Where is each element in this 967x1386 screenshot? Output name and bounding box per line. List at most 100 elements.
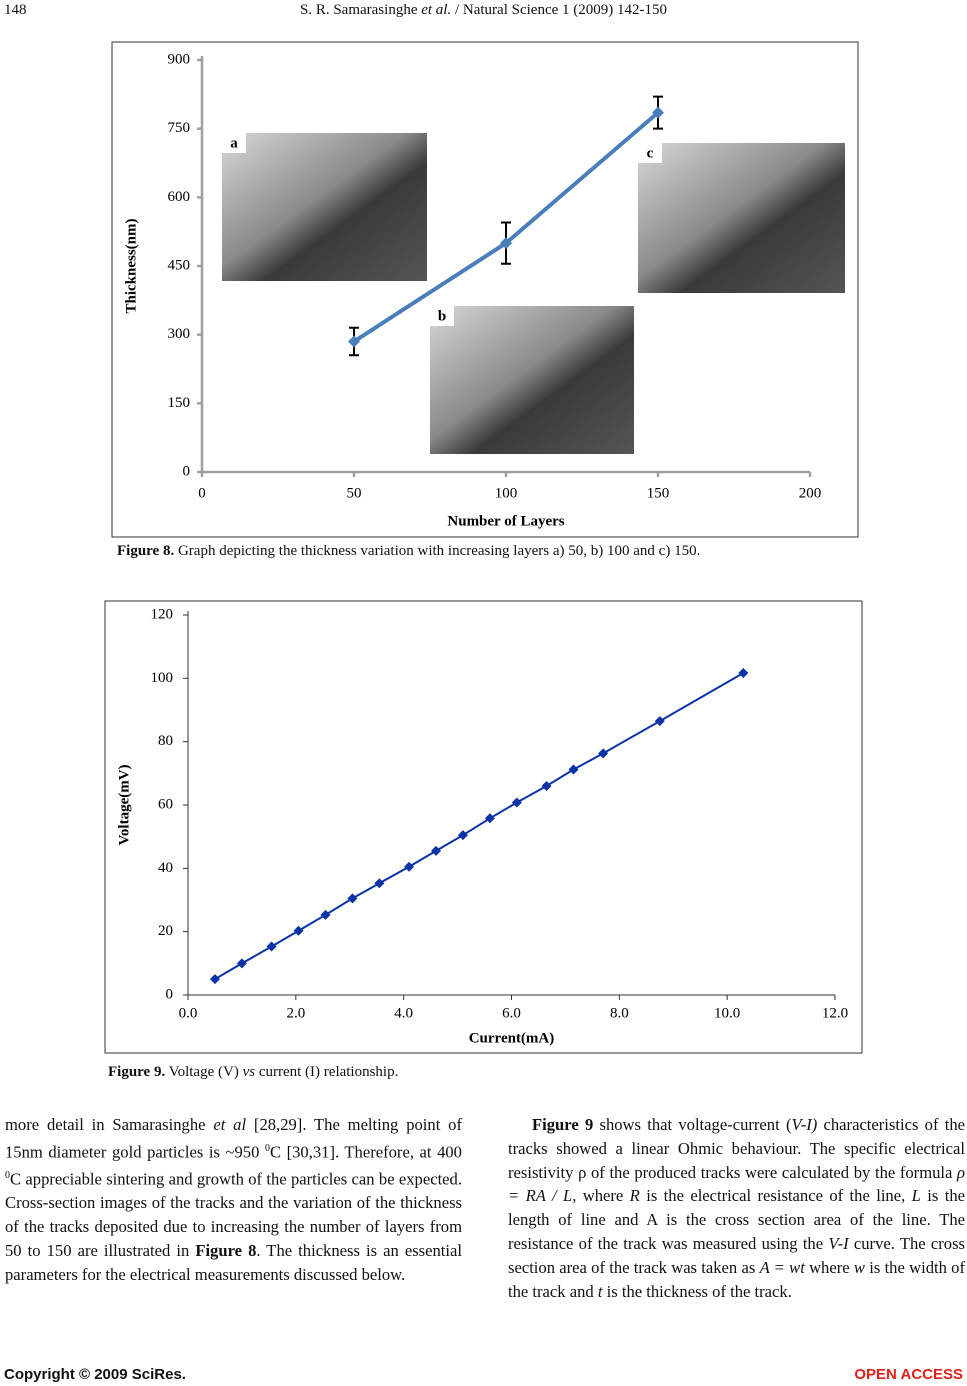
marker [511, 797, 522, 808]
text-run: vs [242, 1064, 256, 1080]
x-axis-label: Number of Layers [447, 513, 564, 529]
text-run: Figure 9. [108, 1064, 166, 1080]
y-axis-label: Thickness(nm) [123, 218, 139, 313]
sem-image [222, 133, 427, 281]
x-tick-label: 10.0 [714, 1005, 740, 1021]
marker [431, 845, 442, 856]
text-run: t [597, 1281, 603, 1301]
x-tick-label: 8.0 [610, 1005, 629, 1021]
text-run: 0 [264, 1142, 270, 1154]
marker [374, 878, 385, 889]
inset-label: c [647, 145, 654, 161]
caption: Figure 9. Voltage (V) vs current (I) rel… [108, 1064, 398, 1081]
y-tick-label: 150 [168, 395, 191, 411]
text-column: Figure 9 shows that voltage-current (V-I… [508, 1113, 965, 1303]
figure-8: 0 150 300 450 600 750 900 0 50 100 150 200 Number of… [111, 41, 859, 538]
figure-9: 0 20 40 60 80 100 120 0.0 2.0 4.0 6.0 8.0 10.0 12.0 Cu… [104, 600, 863, 1054]
y-tick-label: 300 [168, 326, 191, 342]
text-run: / Natural Science 1 (2009) 142-150 [451, 2, 668, 18]
text-run: S. R. Samarasinghe [299, 2, 422, 18]
inset-label-box [638, 143, 662, 163]
text-run: is the electrical resistance of the line… [639, 1186, 912, 1206]
text-run: shows that voltage-current ( [593, 1115, 792, 1134]
marker [598, 748, 609, 759]
inset-label-box [222, 133, 246, 153]
text-run: [28,29]. The melting point of 15nm diame… [5, 1115, 462, 1162]
sem-image [638, 143, 845, 293]
text-run: Figure 8 [195, 1241, 257, 1261]
x-tick-label: 200 [799, 485, 822, 501]
y-tick-label: 600 [168, 189, 191, 205]
y-tick-label: 450 [168, 257, 191, 273]
text-run: current (I) relationship. [255, 1064, 399, 1080]
text-run: characteris­tics of the tracks showed a … [508, 1115, 965, 1182]
y-tick-label: 80 [158, 733, 173, 749]
x-tick-label: 4.0 [394, 1005, 413, 1021]
text-column: more detail in Samarasinghe et al [28,29… [5, 1113, 462, 1287]
inset-label: a [230, 135, 238, 151]
y-tick-label: 120 [151, 606, 174, 622]
y-tick-label: 750 [168, 120, 191, 136]
y-tick-label: 40 [158, 860, 173, 876]
marker [541, 781, 552, 791]
y-tick-label: 900 [168, 51, 191, 67]
marker [654, 716, 665, 727]
text-run: Figure 9 [532, 1115, 594, 1134]
marker [738, 667, 749, 678]
text-run: 0 [5, 1170, 10, 1182]
y-tick-label: 60 [158, 796, 173, 812]
x-tick-label: 6.0 [502, 1005, 521, 1021]
marker [457, 830, 468, 841]
x-tick-label: 0.0 [179, 1005, 198, 1021]
x-tick-label: 50 [347, 485, 362, 501]
x-tick-label: 150 [647, 485, 670, 501]
y-tick-label: 100 [151, 670, 174, 686]
frame [104, 600, 863, 1054]
inset-label-box [430, 306, 454, 326]
text-run: V-I [828, 1233, 849, 1253]
text-run: et al. [421, 2, 452, 18]
x-axis-label: Current(mA) [469, 1030, 555, 1046]
marker [236, 958, 247, 969]
y-tick-label: 0 [183, 463, 191, 479]
marker [266, 941, 277, 952]
marker [347, 893, 358, 904]
text-run: Graph depicting the thickness variation … [174, 543, 701, 559]
marker [320, 909, 331, 920]
x-tick-label: 12.0 [822, 1005, 848, 1021]
marker [293, 925, 304, 936]
marker [652, 106, 664, 119]
y-axis-label: Voltage(mV) [116, 764, 132, 845]
text-run: Figure 8. [117, 543, 175, 559]
text-run: , where [572, 1186, 630, 1206]
text-run: . The thickness is an essential paramete… [5, 1241, 462, 1284]
marker [348, 335, 360, 348]
caption: Figure 8. Graph depicting the thickness … [117, 543, 700, 560]
text-run: is the length of line and A is the cross… [508, 1186, 965, 1253]
page-number: 148 [4, 2, 27, 18]
text-run: where [804, 1257, 854, 1277]
running-title: S. R. Samarasinghe et al. / Natural Scie… [0, 2, 967, 19]
marker [209, 974, 220, 985]
text-run: more detail in Samarasinghe [5, 1115, 214, 1134]
text-run: L [911, 1186, 921, 1206]
text-run: R [629, 1186, 640, 1206]
inset-label: b [438, 308, 446, 324]
text-run: C [30,31]. Therefore, at 400 [269, 1142, 462, 1162]
text-run: is the thickness of the track. [602, 1281, 792, 1301]
text-run: C appreciable sintering and growth of th… [5, 1169, 462, 1261]
text-run: V-I) [791, 1115, 818, 1134]
y-tick-label: 20 [158, 923, 173, 939]
open-access: OPEN ACCESS [854, 1366, 963, 1383]
x-tick-label: 2.0 [286, 1005, 305, 1021]
text-run: A = wt [759, 1257, 805, 1277]
text-run: ρ = RA / L [508, 1162, 965, 1206]
x-tick-label: 100 [495, 485, 518, 501]
sem-image [430, 306, 634, 454]
y-tick-label: 0 [166, 986, 174, 1002]
text-run: Voltage (V) [165, 1064, 243, 1080]
marker [500, 237, 512, 250]
text-run: et al [213, 1115, 247, 1134]
copyright: Copyright © 2009 SciRes. [4, 1366, 186, 1383]
